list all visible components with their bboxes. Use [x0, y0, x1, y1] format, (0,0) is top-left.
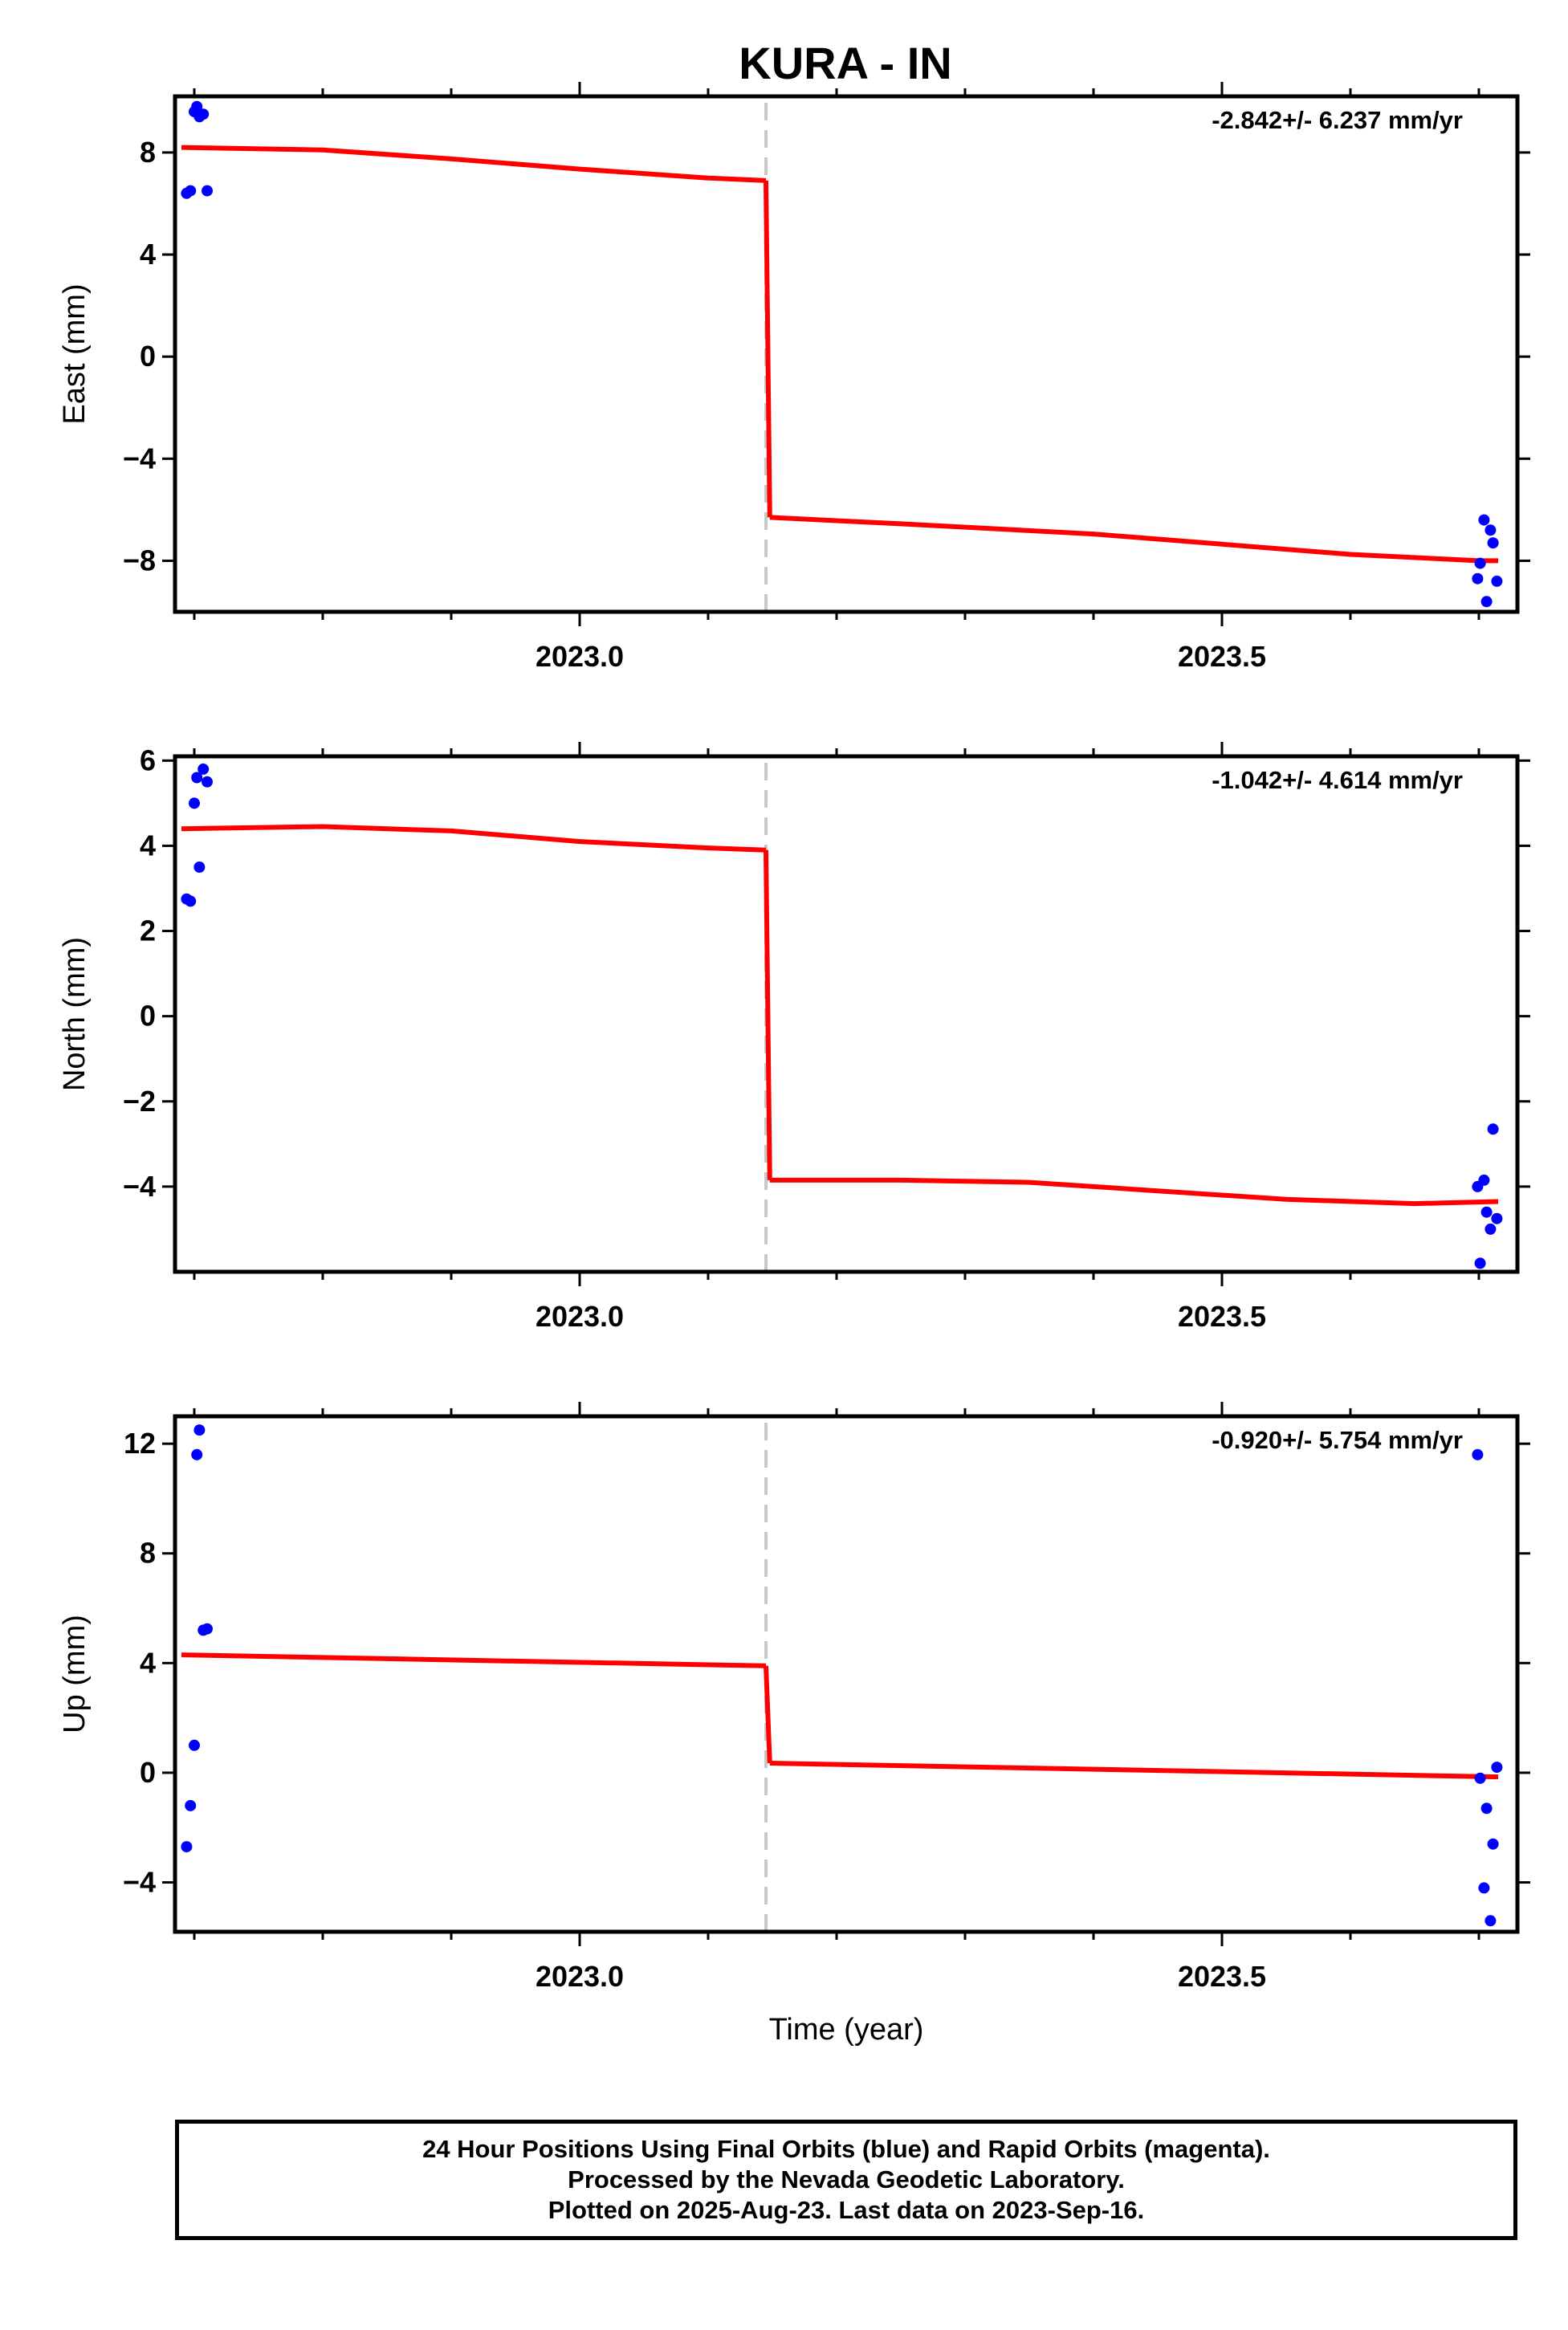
- x-tick-label: 2023.0: [536, 1960, 624, 1993]
- data-point: [189, 797, 200, 809]
- velocity-rate-label: -1.042+/- 4.614 mm/yr: [1212, 766, 1463, 794]
- y-tick-label: −4: [123, 1866, 156, 1899]
- data-point: [1491, 1762, 1503, 1774]
- data-point: [1472, 1448, 1484, 1460]
- y-tick-label: 2: [140, 914, 156, 947]
- y-tick-label: 0: [140, 340, 156, 373]
- y-tick-label: −4: [123, 442, 156, 475]
- plot-frame-north: [173, 754, 1520, 1274]
- plot-frame-east: [173, 94, 1520, 614]
- y-tick-label: 0: [140, 1000, 156, 1033]
- data-point: [191, 772, 203, 784]
- data-point: [198, 108, 210, 120]
- data-point: [1480, 596, 1493, 608]
- data-point: [1485, 1223, 1497, 1235]
- data-point: [191, 1448, 203, 1460]
- y-tick-label: −8: [123, 544, 156, 576]
- y-tick-label: 8: [140, 1537, 156, 1570]
- plot-area-east: [175, 96, 1517, 612]
- model-fit-segment-3: [769, 1761, 1499, 1780]
- y-axis-label-up: Up (mm): [58, 1615, 92, 1733]
- y-tick-label: −2: [123, 1085, 156, 1118]
- data-point: [1478, 514, 1490, 526]
- model-fit-segment-3: [769, 1177, 1499, 1207]
- data-point: [193, 1424, 206, 1436]
- data-point: [1474, 1772, 1486, 1784]
- data-point: [198, 763, 210, 775]
- plot-area-north: [175, 756, 1517, 1272]
- panels: −8 −4 0 4 8 2023.0 2023.5 East (mm) -2.842+/- 6.…: [58, 82, 1530, 2047]
- y-tick-label: 0: [140, 1756, 156, 1789]
- footer-line-1: 24 Hour Positions Using Final Orbits (bl…: [422, 2135, 1270, 2163]
- y-tick-label: 4: [140, 829, 156, 862]
- velocity-rate-label: -2.842+/- 6.237 mm/yr: [1212, 106, 1463, 134]
- data-point: [1487, 537, 1499, 549]
- data-point: [1485, 1915, 1497, 1927]
- x-tick-label: 2023.5: [1178, 640, 1266, 673]
- data-point: [185, 185, 197, 197]
- model-fit-segment-2: [764, 1665, 772, 1764]
- footer-caption-box: 24 Hour Positions Using Final Orbits (bl…: [175, 2120, 1517, 2240]
- model-fit-segment-1: [181, 1652, 767, 1668]
- y-tick-label: 12: [124, 1427, 156, 1460]
- page-title: KURA - IN: [739, 38, 951, 88]
- data-point: [191, 100, 203, 112]
- data-point: [1491, 575, 1503, 587]
- data-point: [189, 1739, 200, 1751]
- data-point: [202, 1623, 213, 1635]
- y-tick-label: 6: [140, 743, 156, 776]
- model-fit-segment-1: [181, 145, 767, 183]
- panel-east: −8 −4 0 4 8 2023.0 2023.5 East (mm) -2.842+/- 6.…: [58, 82, 1530, 673]
- data-point: [1491, 1212, 1503, 1224]
- model-fit-segment-2: [764, 849, 772, 1180]
- plot-frame-up: [173, 1414, 1520, 1934]
- footer-line-3: Plotted on 2025-Aug-23. Last data on 202…: [548, 2196, 1145, 2224]
- y-axis-label-east: East (mm): [58, 283, 92, 424]
- model-fit-segment-2: [764, 180, 772, 518]
- data-point: [1480, 1206, 1493, 1218]
- data-point: [185, 895, 197, 907]
- data-point: [1487, 1838, 1499, 1850]
- x-tick-label: 2023.5: [1178, 1300, 1266, 1333]
- data-point: [185, 1799, 197, 1811]
- y-axis-label-north: North (mm): [58, 937, 92, 1091]
- y-tick-label: 4: [140, 238, 156, 271]
- panel-north: −4 −2 0 2 4 6 2023.0 2023.5 North (mm) -1.042+/- …: [58, 742, 1530, 1333]
- x-tick-label: 2023.0: [536, 1300, 624, 1333]
- plot-area-up: [175, 1416, 1517, 1932]
- y-tick-label: 4: [140, 1646, 156, 1679]
- data-point: [1480, 1802, 1493, 1815]
- data-point: [1472, 572, 1484, 585]
- x-axis-label: Time (year): [769, 2013, 924, 2047]
- data-point: [202, 185, 213, 197]
- x-tick-label: 2023.5: [1178, 1960, 1266, 1993]
- data-point: [202, 776, 213, 788]
- data-point: [193, 862, 206, 873]
- velocity-rate-label: -0.920+/- 5.754 mm/yr: [1212, 1426, 1463, 1454]
- y-tick-label: −4: [123, 1170, 156, 1203]
- data-point: [181, 1841, 193, 1853]
- data-point: [1474, 557, 1486, 569]
- footer-line-2: Processed by the Nevada Geodetic Laborat…: [568, 2165, 1125, 2194]
- data-point: [1474, 1257, 1486, 1269]
- data-point: [1478, 1882, 1490, 1894]
- data-point: [1478, 1174, 1490, 1186]
- x-tick-label: 2023.0: [536, 640, 624, 673]
- y-tick-label: 8: [140, 136, 156, 169]
- panel-up: −4 0 4 8 12 2023.0 2023.5 Up (mm) -0.920+/- 5.75…: [58, 1402, 1530, 2047]
- data-point: [1487, 1123, 1499, 1135]
- model-fit-segment-1: [181, 824, 767, 853]
- data-point: [1485, 524, 1497, 536]
